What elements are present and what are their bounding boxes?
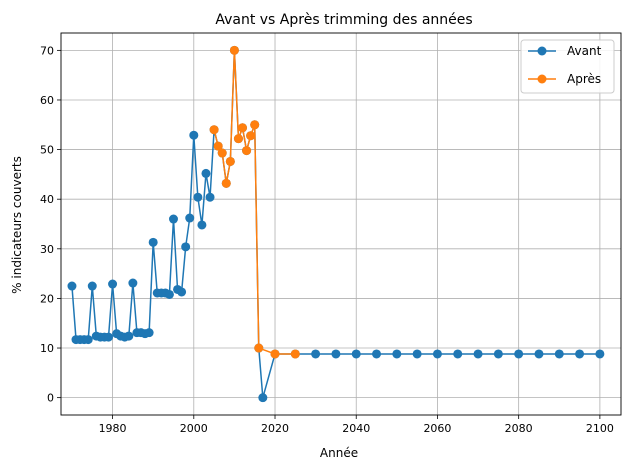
data-point-avant: [412, 349, 422, 359]
y-tick-label: 60: [40, 94, 54, 107]
data-point-avant: [331, 349, 341, 359]
data-point-avant: [104, 332, 114, 342]
y-axis-label: % indicateurs couverts: [10, 156, 24, 294]
y-tick-label: 0: [47, 392, 54, 405]
data-point-avant: [168, 214, 178, 224]
y-tick-label: 30: [40, 243, 54, 256]
data-point-avant: [575, 349, 585, 359]
data-point-avant: [258, 393, 268, 403]
y-tick-label: 70: [40, 44, 54, 57]
data-point-avant: [164, 289, 174, 299]
legend-marker-apres: [537, 74, 547, 84]
data-point-avant: [453, 349, 463, 359]
data-point-apres: [213, 141, 223, 151]
data-point-apres: [246, 131, 256, 141]
x-tick-label: 2020: [261, 422, 289, 435]
data-point-avant: [201, 168, 211, 178]
legend: Avant Après: [520, 39, 615, 94]
data-point-apres: [238, 123, 248, 133]
data-point-apres: [221, 178, 231, 188]
data-point-avant: [311, 349, 321, 359]
series-layer: [67, 45, 605, 403]
legend-label-avant: Avant: [567, 44, 602, 58]
data-point-apres: [270, 349, 280, 359]
series-line-apres: [213, 50, 296, 355]
data-point-avant: [205, 192, 215, 202]
data-point-apres: [209, 125, 219, 135]
data-point-avant: [144, 328, 154, 338]
data-point-apres: [229, 45, 239, 55]
data-point-avant: [372, 349, 382, 359]
legend-label-apres: Après: [567, 72, 601, 86]
data-point-apres: [217, 148, 227, 158]
data-point-avant: [128, 278, 138, 288]
series-line-avant: [71, 50, 600, 398]
data-point-apres: [290, 349, 300, 359]
x-tick-label: 1980: [99, 422, 127, 435]
legend-marker-avant: [537, 46, 547, 56]
x-tick-label: 2080: [505, 422, 533, 435]
ticks: 1980 2000 2020 2040 2060 2080 2100 0 10 20 30 40 50 6…: [40, 44, 614, 435]
series-apres: [209, 45, 300, 359]
data-point-avant: [83, 335, 93, 345]
series-avant: [67, 45, 605, 403]
data-point-apres: [242, 146, 252, 156]
y-tick-label: 20: [40, 292, 54, 305]
data-point-avant: [67, 281, 77, 291]
x-tick-label: 2000: [180, 422, 208, 435]
x-tick-label: 2060: [423, 422, 451, 435]
data-point-avant: [193, 192, 203, 202]
data-point-avant: [108, 279, 118, 289]
data-point-avant: [473, 349, 483, 359]
data-point-apres: [254, 343, 264, 353]
y-tick-label: 50: [40, 144, 54, 157]
plot-frame: [60, 32, 622, 416]
data-point-avant: [181, 242, 191, 252]
data-point-avant: [124, 331, 134, 341]
y-tick-label: 10: [40, 342, 54, 355]
x-tick-label: 2040: [342, 422, 370, 435]
chart-title: Avant vs Après trimming des années: [215, 12, 472, 28]
x-axis-label: Année: [320, 446, 358, 460]
data-point-avant: [595, 349, 605, 359]
data-point-apres: [250, 120, 260, 130]
x-tick-label: 2100: [586, 422, 614, 435]
data-point-avant: [148, 237, 158, 247]
data-point-avant: [432, 349, 442, 359]
data-point-avant: [493, 349, 503, 359]
data-point-apres: [225, 156, 235, 166]
data-point-apres: [233, 134, 243, 144]
data-point-avant: [185, 213, 195, 223]
data-point-avant: [197, 220, 207, 230]
data-point-avant: [87, 281, 97, 291]
data-point-avant: [514, 349, 524, 359]
data-point-avant: [554, 349, 564, 359]
data-point-avant: [534, 349, 544, 359]
data-point-avant: [177, 287, 187, 297]
data-point-avant: [189, 130, 199, 140]
data-point-avant: [392, 349, 402, 359]
data-point-avant: [351, 349, 361, 359]
y-tick-label: 40: [40, 193, 54, 206]
